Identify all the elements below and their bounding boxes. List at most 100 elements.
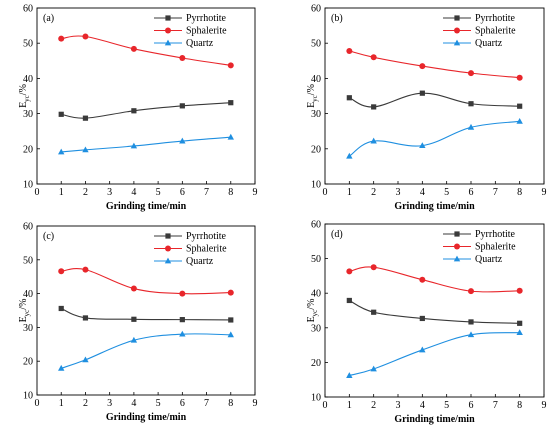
y-tick-label: 20 [311, 144, 321, 155]
panel-label: (d) [331, 229, 343, 240]
data-point-sphalerite [58, 35, 65, 42]
plot-frame [324, 223, 545, 398]
x-tick-label: 0 [35, 398, 40, 409]
x-axis-title: Grinding time/min [394, 201, 475, 212]
legend-marker [165, 233, 171, 239]
plot-frame [36, 225, 256, 396]
x-tick-label: 0 [323, 187, 328, 198]
data-point-sphalerite [370, 54, 377, 61]
y-tick-label: 30 [311, 323, 321, 334]
legend-label: Sphalerite [475, 242, 516, 253]
legend-label: Quartz [186, 38, 214, 49]
data-point-sphalerite [227, 289, 234, 296]
x-tick-label: 1 [59, 187, 64, 198]
data-point-quartz [370, 365, 377, 372]
x-tick-label: 2 [371, 187, 376, 198]
data-point-sphalerite [370, 264, 377, 271]
data-point-sphalerite [419, 63, 426, 70]
data-point-quartz [419, 142, 426, 149]
y-tick-label: 10 [311, 180, 321, 191]
data-point-sphalerite [419, 276, 426, 283]
data-point-quartz [370, 137, 377, 144]
y-tick-label: 20 [311, 358, 321, 369]
y-tick-label: 40 [311, 74, 321, 85]
data-point-quartz [516, 329, 523, 336]
panel-label: (c) [43, 231, 54, 242]
y-axis-title: Eyc/% [306, 84, 319, 108]
data-point-sphalerite [130, 45, 137, 52]
data-point-sphalerite [179, 290, 186, 297]
y-tick-label: 60 [311, 4, 321, 15]
x-axis-title: Grinding time/min [106, 412, 187, 423]
legend-label: Pyrrhotite [475, 13, 516, 24]
chart-panel-3: 0 1 2 3 4 5 6 7 8 9 10 20 30 40 50 60 Grinding time/min E… [18, 222, 258, 424]
data-point-pyrrhotite [131, 316, 137, 322]
legend-label: Quartz [475, 254, 503, 265]
y-tick-label: 60 [311, 220, 321, 231]
x-tick-label: 2 [83, 187, 88, 198]
x-tick-label: 1 [347, 187, 352, 198]
y-tick-label: 50 [23, 39, 33, 50]
data-point-quartz [179, 137, 186, 144]
data-point-pyrrhotite [419, 315, 425, 322]
legend-marker [165, 245, 171, 252]
x-tick-label: 4 [420, 400, 425, 411]
x-tick-label: 7 [493, 400, 498, 411]
data-point-pyrrhotite [419, 90, 425, 96]
legend-marker [453, 39, 461, 46]
data-point-quartz [179, 330, 186, 337]
data-point-quartz [130, 336, 138, 343]
y-tick-label: 50 [311, 254, 321, 265]
plot-frame [36, 7, 256, 185]
legend-marker [165, 15, 171, 21]
data-point-sphalerite [516, 74, 523, 81]
x-tick-label: 7 [493, 187, 498, 198]
y-tick-label: 30 [23, 109, 33, 120]
data-point-quartz [130, 142, 138, 149]
data-point-quartz [227, 331, 234, 338]
x-tick-label: 1 [59, 398, 64, 409]
data-point-pyrrhotite [82, 315, 89, 321]
y-tick-label: 10 [23, 180, 33, 191]
legend-label: Sphalerite [186, 26, 227, 37]
data-point-pyrrhotite [131, 108, 137, 114]
panel-label: (b) [331, 13, 343, 24]
x-tick-label: 5 [444, 187, 449, 198]
data-point-quartz [58, 364, 65, 371]
x-tick-label: 8 [228, 398, 233, 409]
x-axis-title: Grinding time/min [394, 414, 475, 425]
data-point-pyrrhotite [371, 104, 377, 110]
data-point-quartz [227, 133, 234, 140]
data-point-pyrrhotite [228, 317, 234, 323]
legend-label: Sphalerite [186, 244, 227, 255]
x-tick-label: 9 [542, 400, 547, 411]
x-tick-label: 8 [517, 187, 522, 198]
chart-panel-2: 0 1 2 3 4 5 6 7 8 9 10 20 30 40 50 60 Grinding time/min E… [306, 4, 547, 213]
x-tick-label: 0 [35, 187, 40, 198]
data-point-pyrrhotite [468, 101, 474, 107]
x-tick-label: 6 [180, 187, 185, 198]
y-tick-label: 30 [311, 109, 321, 120]
legend-label: Sphalerite [475, 26, 516, 37]
y-axis-title: Eyc/% [18, 299, 31, 323]
legend-label: Quartz [186, 256, 214, 267]
data-point-sphalerite [130, 285, 137, 292]
x-tick-label: 4 [420, 187, 425, 198]
data-point-sphalerite [227, 62, 234, 69]
data-point-sphalerite [58, 268, 65, 275]
x-tick-label: 4 [131, 187, 136, 198]
data-point-pyrrhotite [468, 319, 474, 325]
x-tick-label: 3 [396, 400, 401, 411]
y-tick-label: 20 [23, 357, 33, 368]
data-point-pyrrhotite [179, 103, 185, 109]
data-point-quartz [346, 152, 353, 159]
data-point-pyrrhotite [517, 103, 523, 109]
panel-label: (a) [43, 13, 54, 24]
x-tick-label: 5 [156, 398, 161, 409]
y-tick-label: 30 [23, 323, 33, 334]
legend-marker [454, 15, 460, 21]
y-tick-label: 60 [23, 222, 33, 233]
data-point-sphalerite [468, 70, 474, 77]
y-tick-label: 40 [311, 289, 321, 300]
